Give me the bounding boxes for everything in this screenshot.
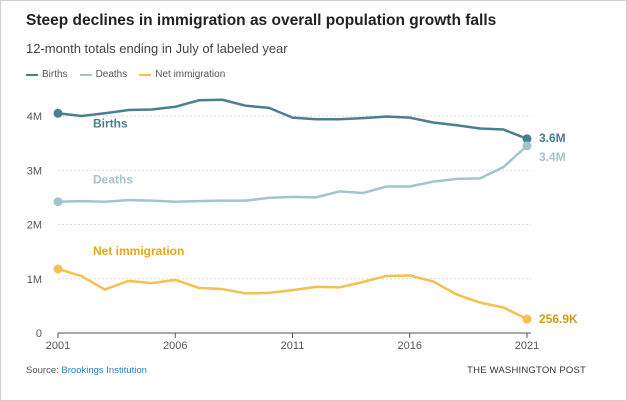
chart-subtitle: 12-month totals ending in July of labele…: [26, 41, 288, 56]
series-label-births: Births: [93, 116, 128, 130]
end-value-label-deaths: 3.4M: [539, 150, 566, 164]
chart-title: Steep declines in immigration as overall…: [26, 12, 497, 29]
start-point-net-immigration: [53, 264, 63, 274]
legend-swatch-deaths: [79, 73, 92, 76]
end-value-label-births: 3.6M: [539, 131, 566, 145]
start-point-births: [53, 108, 63, 118]
x-tick-label: 2001: [46, 340, 70, 352]
legend-swatch-net-immigration: [139, 73, 152, 76]
series-line-deaths: [56, 144, 529, 203]
end-point-deaths: [522, 141, 532, 151]
y-tick-label: 0: [36, 328, 42, 340]
chart-legend: Births Deaths Net immigration: [26, 69, 237, 80]
legend-item-deaths: Deaths: [79, 69, 128, 80]
x-tick-label: 2016: [398, 340, 422, 352]
y-tick-label: 2M: [27, 220, 42, 232]
y-tick-label: 3M: [27, 165, 42, 177]
start-point-deaths: [53, 197, 63, 207]
series-label-net-immigration: Net immigration: [93, 244, 184, 258]
legend-swatch-births: [26, 73, 38, 76]
legend-label-deaths: Deaths: [95, 69, 128, 80]
source-link[interactable]: Brookings Institution: [61, 365, 147, 376]
source-note: Source: Brookings Institution: [26, 365, 147, 376]
y-tick-label: 4M: [27, 111, 42, 123]
series-label-deaths: Deaths: [93, 173, 133, 187]
end-value-label-net-immigration: 256.9K: [539, 312, 578, 326]
source-prefix: Source:: [26, 365, 62, 376]
series-line-births: [56, 98, 529, 141]
x-tick-label: 2021: [515, 340, 539, 352]
legend-item-births: Births: [26, 69, 68, 80]
legend-label-births: Births: [42, 69, 68, 80]
y-tick-label: 1M: [27, 274, 42, 286]
end-point-net-immigration: [522, 314, 532, 324]
x-tick-label: 2011: [281, 340, 305, 352]
end-point-births: [522, 134, 532, 144]
series-line-net-immigration: [56, 267, 529, 321]
legend-label-net-immigration: Net immigration: [155, 69, 226, 80]
x-tick-label: 2006: [163, 340, 187, 352]
publisher-credit: THE WASHINGTON POST: [467, 365, 586, 376]
legend-item-net-immigration: Net immigration: [139, 69, 225, 80]
